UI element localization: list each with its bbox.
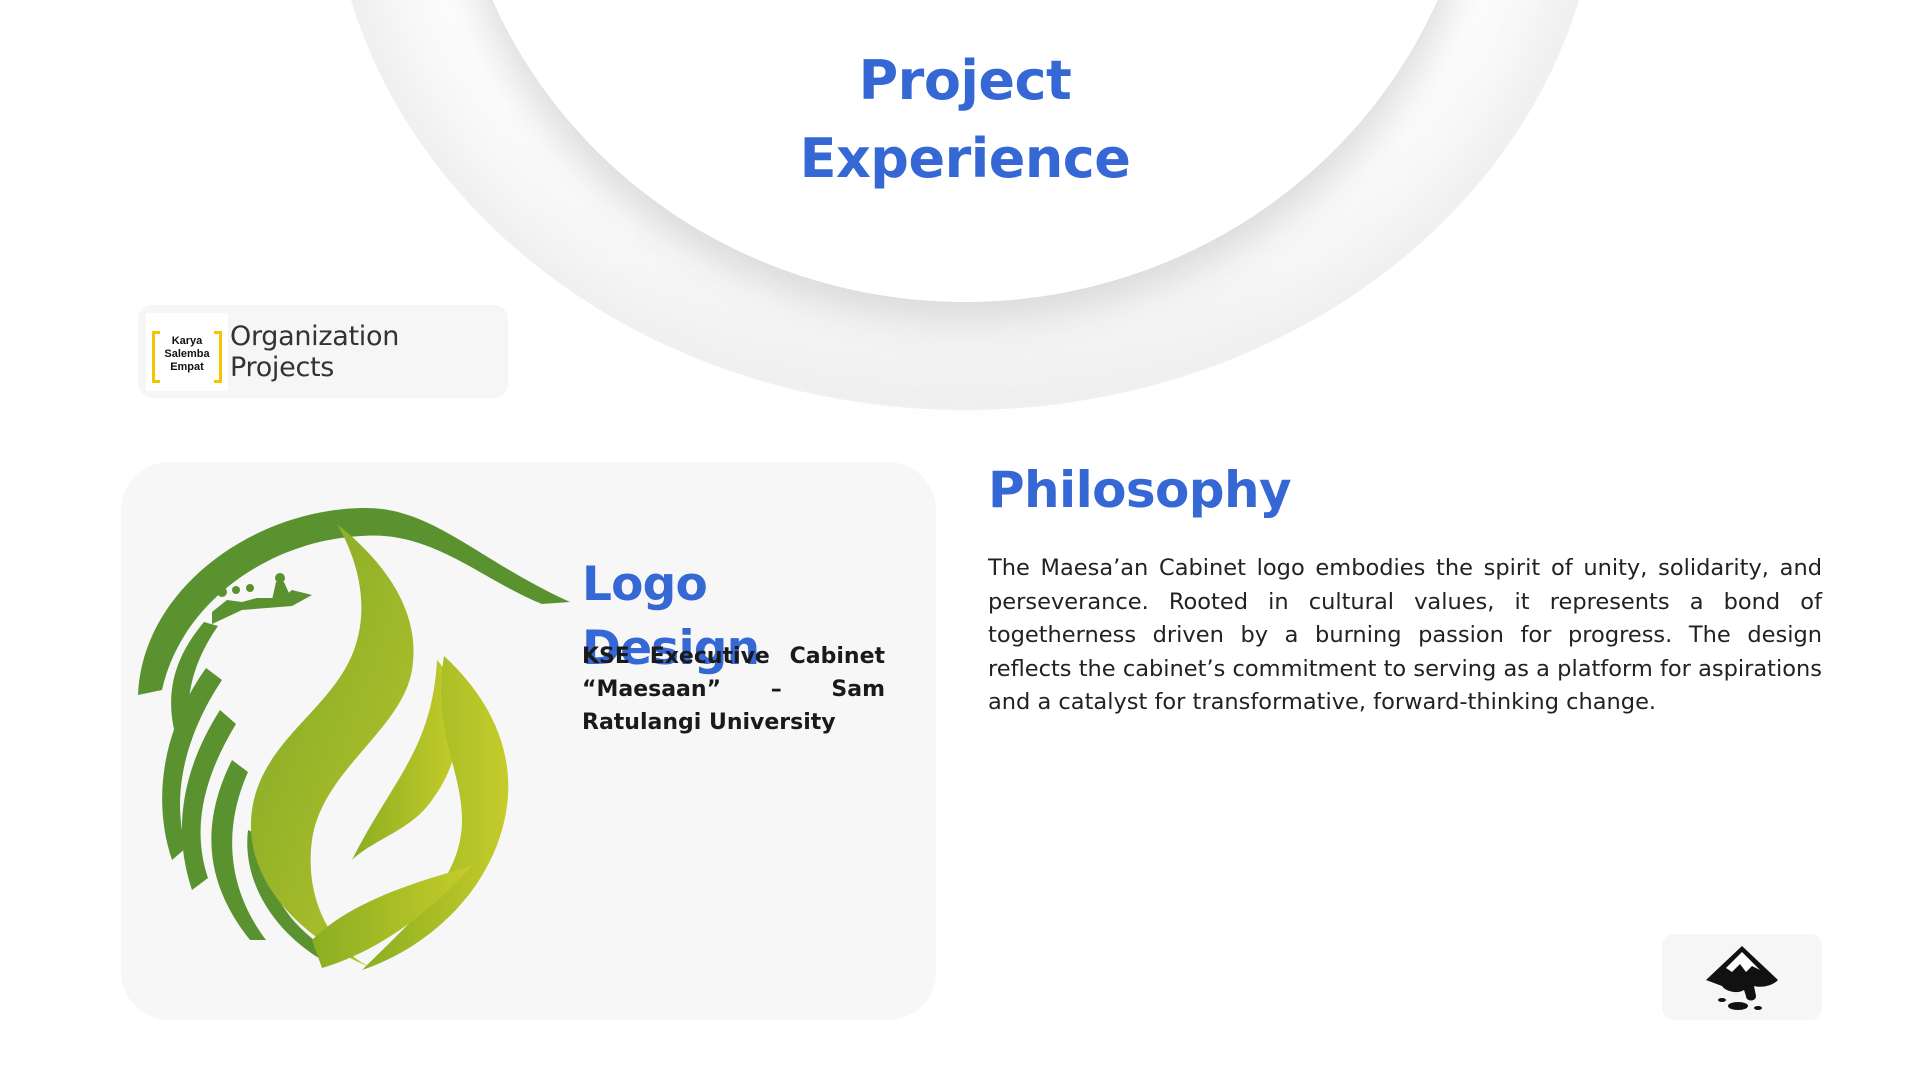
logo-bracket-right: [214, 330, 222, 383]
philosophy-title: Philosophy: [988, 461, 1292, 519]
page-title-line-2: Experience: [799, 127, 1131, 190]
project-subtitle: KSE Executive Cabinet “Maesaan” – Sam Ra…: [582, 644, 885, 735]
tool-chip: [1662, 934, 1822, 1020]
logo-bracket-left: [152, 330, 160, 383]
logo-text-line-3: Empat: [170, 360, 204, 373]
project-title: Logo Design: [582, 557, 760, 676]
inkscape-icon: [1706, 946, 1778, 1010]
maesaan-logo-icon: [138, 507, 570, 970]
page-title-line-1: Project: [858, 49, 1072, 112]
philosophy-body: The Maesa’an Cabinet logo embodies the s…: [988, 555, 1822, 715]
page-title: Project Experience: [700, 42, 1230, 198]
organization-projects-chip: Karya Salemba Empat Organization Project…: [138, 305, 508, 398]
logo-text-line-1: Karya: [171, 334, 203, 347]
logo-text-line-2: Salemba: [164, 347, 210, 360]
organization-projects-label: Organization Projects: [230, 320, 400, 383]
logo-wordmark: Karya Salemba Empat: [158, 335, 216, 374]
karya-salemba-empat-logo: Karya Salemba Empat: [146, 312, 228, 391]
